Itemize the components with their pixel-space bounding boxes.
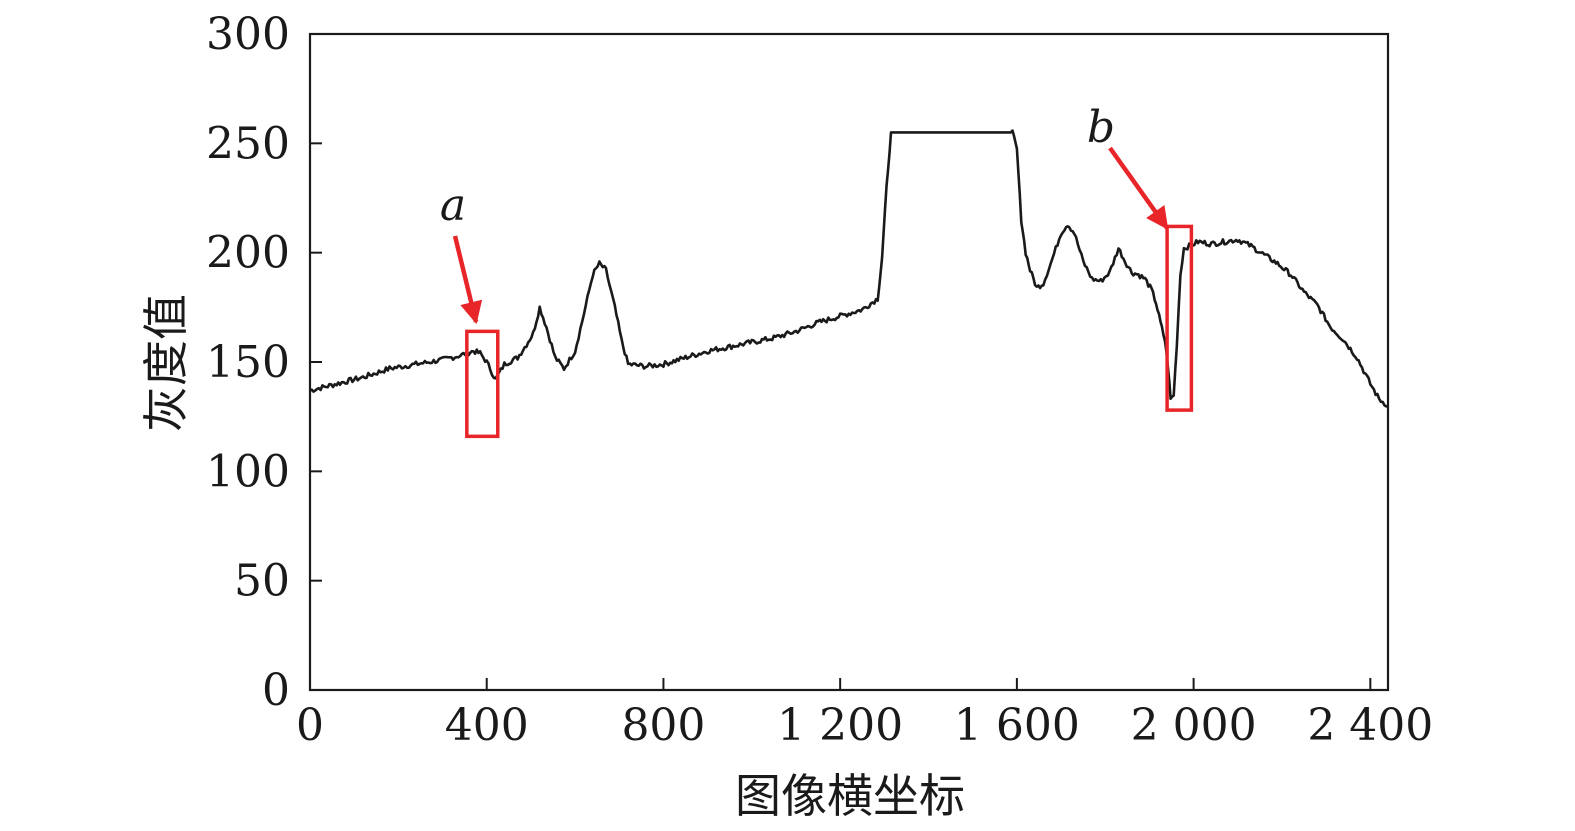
x-axis-label: 图像横坐标: [735, 769, 965, 823]
y-axis-label: 灰度值: [139, 294, 193, 432]
y-tick-label: 300: [206, 9, 290, 60]
x-tick-label: 1 600: [954, 700, 1080, 751]
annotation-label-a: a: [440, 180, 466, 231]
y-tick-label: 150: [206, 337, 290, 388]
annotation-label-b: b: [1087, 102, 1115, 153]
x-tick-label: 2 000: [1131, 700, 1257, 751]
x-tick-label: 0: [296, 700, 324, 751]
x-tick-label: 1 200: [777, 700, 903, 751]
y-tick-label: 50: [234, 556, 290, 607]
y-tick-label: 100: [206, 446, 290, 497]
annotation-box-b: [1165, 224, 1194, 412]
annotation-arrow-b: [1108, 146, 1169, 230]
annotation-box-a: [465, 329, 500, 439]
x-tick-label: 800: [621, 700, 705, 751]
y-tick-label: 250: [206, 118, 290, 169]
annotation-arrow-a: [452, 235, 483, 325]
axis-ticks: 0 400 800 1 200 1 600 2 000 2 400 0 50 100 150 200 2…: [206, 9, 1433, 751]
annotation-layer: ab: [440, 102, 1194, 439]
y-tick-label: 0: [262, 665, 290, 716]
x-tick-label: 2 400: [1307, 700, 1433, 751]
series-line: [309, 129, 1389, 408]
x-tick-label: 400: [445, 700, 529, 751]
y-tick-label: 200: [206, 228, 290, 279]
series-layer: [309, 129, 1389, 408]
